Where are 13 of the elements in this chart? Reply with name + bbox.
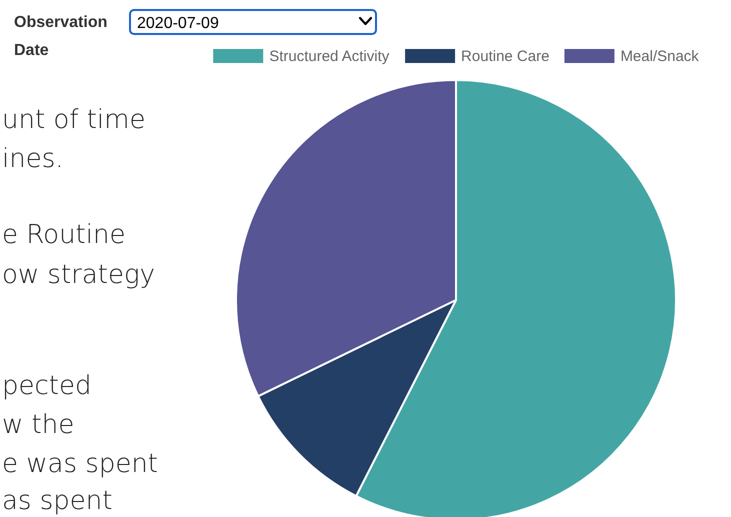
text: pected xyxy=(2,371,92,401)
text: e was spent xyxy=(2,449,158,479)
legend-label: Routine Care xyxy=(461,48,550,65)
text: as spent xyxy=(2,486,112,516)
legend-label: Meal/Snack xyxy=(620,48,700,65)
text: ines. xyxy=(2,144,64,174)
text: e Routine xyxy=(2,220,126,250)
text: w the xyxy=(2,410,74,440)
text: 2020-07-09 xyxy=(137,15,219,32)
legend-label: Structured Activity xyxy=(269,48,390,65)
text: ow strategy xyxy=(2,260,155,290)
text: unt of time xyxy=(2,105,146,135)
text: Observation Date xyxy=(14,14,108,59)
